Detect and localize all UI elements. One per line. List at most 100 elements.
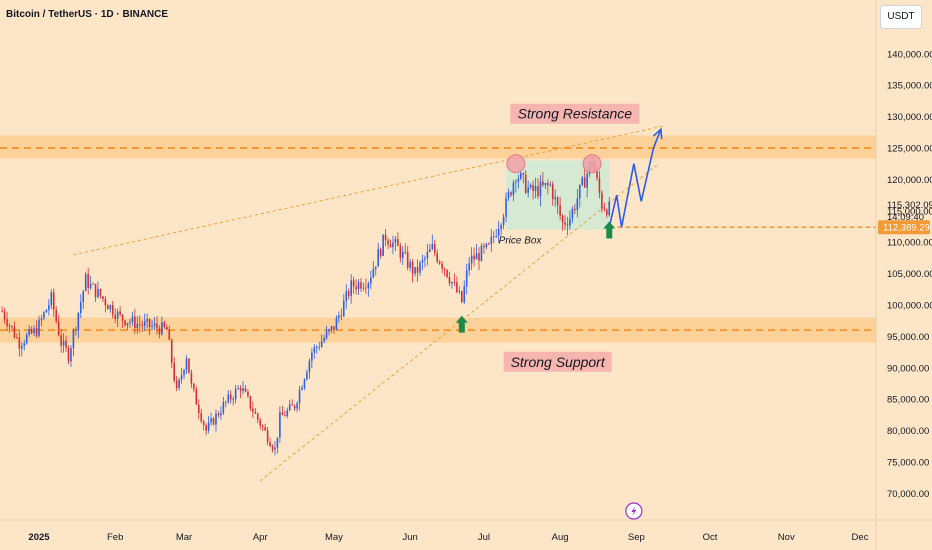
candle[interactable]: [485, 243, 488, 248]
candle[interactable]: [596, 171, 598, 179]
candle[interactable]: [94, 283, 97, 298]
candle[interactable]: [77, 312, 80, 330]
candle[interactable]: [153, 323, 156, 326]
candle[interactable]: [330, 326, 333, 330]
candle[interactable]: [3, 311, 6, 320]
candle[interactable]: [460, 291, 463, 303]
candle[interactable]: [175, 380, 178, 388]
candle[interactable]: [131, 316, 134, 322]
candle[interactable]: [141, 324, 144, 326]
candle[interactable]: [443, 268, 446, 270]
candle[interactable]: [438, 261, 441, 264]
candle[interactable]: [367, 283, 370, 289]
candle[interactable]: [293, 405, 296, 409]
candle[interactable]: [195, 389, 198, 405]
resistance-touch-circle[interactable]: [582, 154, 602, 174]
candle[interactable]: [148, 318, 151, 327]
candle[interactable]: [458, 291, 461, 292]
candle[interactable]: [549, 184, 552, 186]
candle[interactable]: [505, 197, 507, 217]
candle[interactable]: [554, 197, 556, 200]
candle[interactable]: [532, 184, 534, 192]
candle[interactable]: [229, 394, 232, 400]
candle[interactable]: [82, 291, 85, 303]
candle[interactable]: [559, 205, 561, 216]
candle[interactable]: [384, 234, 387, 241]
candle[interactable]: [173, 362, 175, 381]
candle[interactable]: [119, 311, 121, 315]
candle[interactable]: [542, 181, 544, 186]
candle[interactable]: [13, 327, 16, 338]
candle[interactable]: [301, 387, 303, 390]
candle[interactable]: [188, 358, 190, 374]
candle[interactable]: [601, 192, 603, 209]
candle[interactable]: [1, 311, 3, 313]
candle[interactable]: [500, 225, 502, 230]
level-price-tag[interactable]: [878, 220, 930, 235]
candle[interactable]: [512, 182, 515, 196]
candle[interactable]: [507, 192, 510, 198]
candle[interactable]: [419, 262, 421, 273]
candle[interactable]: [510, 192, 512, 196]
currency-button[interactable]: USDT: [880, 5, 922, 29]
candle[interactable]: [497, 229, 500, 237]
candle[interactable]: [406, 252, 409, 268]
candle[interactable]: [502, 216, 505, 226]
candle[interactable]: [325, 331, 328, 339]
candle[interactable]: [28, 329, 30, 336]
candle[interactable]: [23, 343, 26, 346]
upper-trendline[interactable]: [73, 125, 664, 256]
candle[interactable]: [70, 348, 72, 362]
candle[interactable]: [92, 283, 94, 285]
candle[interactable]: [313, 347, 316, 353]
candle[interactable]: [524, 174, 527, 193]
candle[interactable]: [146, 318, 148, 322]
candle[interactable]: [99, 288, 102, 297]
candle[interactable]: [111, 305, 114, 315]
candle[interactable]: [544, 182, 547, 186]
candle[interactable]: [608, 201, 611, 216]
candle[interactable]: [109, 305, 112, 310]
candle[interactable]: [276, 437, 279, 448]
candle[interactable]: [357, 282, 360, 290]
candle[interactable]: [55, 309, 58, 322]
candle[interactable]: [222, 402, 225, 414]
candle[interactable]: [259, 419, 262, 426]
candle[interactable]: [62, 340, 65, 346]
candle[interactable]: [242, 388, 244, 392]
candle[interactable]: [576, 198, 579, 210]
candle[interactable]: [264, 427, 266, 431]
candle[interactable]: [539, 181, 542, 197]
candle[interactable]: [43, 312, 45, 319]
candle[interactable]: [114, 314, 117, 320]
candle[interactable]: [25, 335, 28, 344]
candle[interactable]: [274, 447, 276, 450]
candle[interactable]: [426, 251, 429, 259]
candle[interactable]: [465, 270, 468, 287]
candle[interactable]: [318, 346, 321, 348]
candle[interactable]: [397, 239, 399, 246]
candle[interactable]: [38, 319, 40, 336]
candle[interactable]: [598, 178, 601, 193]
candle[interactable]: [456, 282, 458, 292]
candle[interactable]: [372, 268, 375, 278]
candle[interactable]: [328, 329, 330, 332]
candle[interactable]: [102, 296, 104, 299]
candle[interactable]: [488, 243, 490, 245]
candle[interactable]: [347, 291, 350, 296]
candle[interactable]: [581, 177, 584, 185]
candle[interactable]: [578, 184, 581, 199]
candle[interactable]: [239, 387, 242, 392]
candle[interactable]: [20, 345, 23, 349]
candle[interactable]: [205, 425, 207, 431]
candle[interactable]: [399, 245, 402, 258]
candle[interactable]: [492, 236, 495, 238]
candle[interactable]: [453, 281, 456, 283]
candle[interactable]: [448, 277, 451, 284]
candle[interactable]: [11, 325, 13, 328]
candle[interactable]: [35, 328, 38, 336]
candle[interactable]: [286, 410, 289, 417]
candle[interactable]: [180, 375, 183, 380]
candle[interactable]: [382, 234, 384, 256]
